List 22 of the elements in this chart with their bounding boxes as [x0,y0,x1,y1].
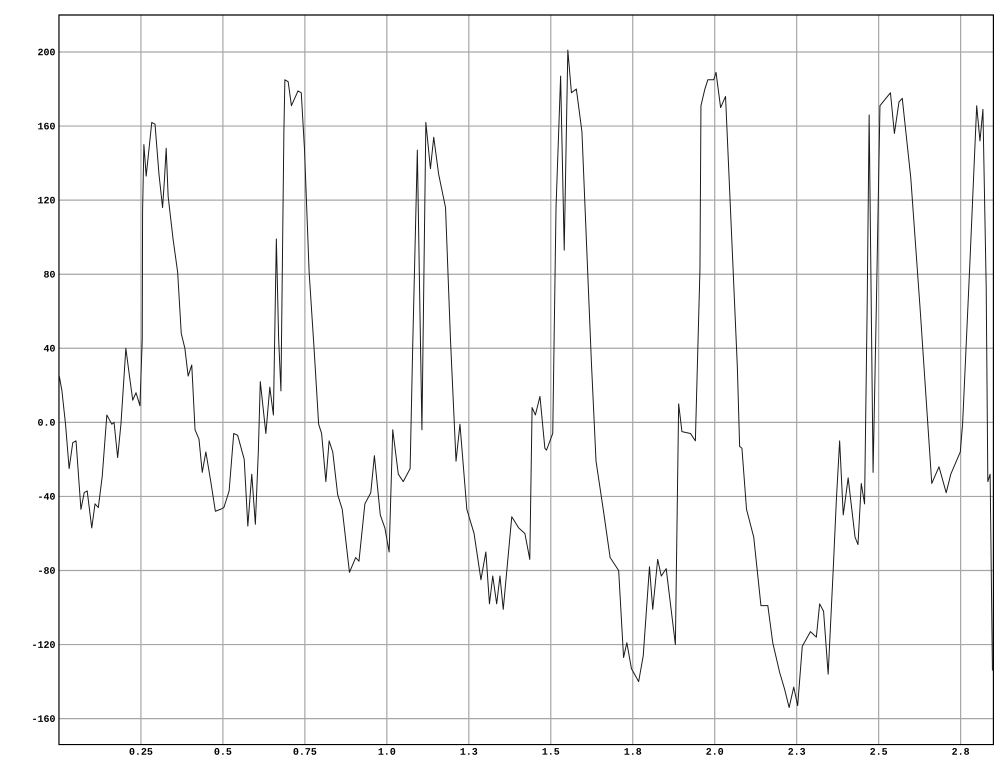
x-tick-label: 2.3 [788,748,806,756]
x-tick-label: 2.8 [952,748,970,756]
x-tick-label: 1.0 [378,748,396,756]
line-series [58,50,993,708]
x-tick-label: 1.3 [460,748,478,756]
x-tick-label: 0.25 [130,748,152,756]
x-tick-label: 2.0 [706,748,724,756]
y-tick-label: -120 [33,641,55,648]
x-tick-label: 2.5 [870,748,888,756]
x-tick-label: 1.8 [624,748,642,756]
y-tick-label: 120 [38,196,55,204]
y-tick-label: -80 [39,567,55,574]
x-tick-label: 0.75 [293,748,316,756]
x-tick-label: 0.5 [214,748,232,756]
y-tick-label: 40 [44,345,55,352]
y-tick-label: 200 [38,48,55,56]
x-tick-label: 1.5 [542,748,560,755]
y-tick-label: -40 [39,493,55,500]
y-tick-label: 80 [44,271,55,278]
y-tick-label: 160 [38,122,55,130]
y-tick-label: -160 [33,715,55,722]
y-tick-label: 0.0 [38,419,55,426]
